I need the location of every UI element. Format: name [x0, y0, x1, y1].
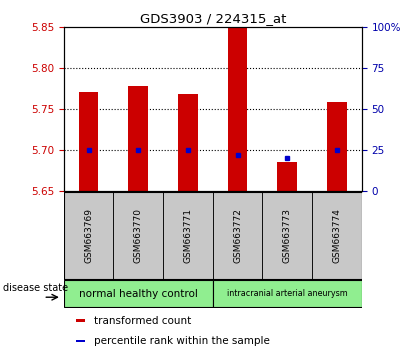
Text: transformed count: transformed count [94, 316, 191, 326]
Bar [76, 319, 85, 322]
Bar [76, 340, 85, 343]
Bar [64, 192, 113, 279]
Title: GDS3903 / 224315_at: GDS3903 / 224315_at [139, 12, 286, 25]
Text: disease state: disease state [3, 282, 68, 293]
Bar [64, 280, 212, 307]
Bar [327, 102, 347, 191]
Text: intracranial arterial aneurysm: intracranial arterial aneurysm [227, 289, 348, 298]
Text: GSM663771: GSM663771 [183, 208, 192, 263]
Text: GSM663773: GSM663773 [283, 208, 292, 263]
Text: GSM663772: GSM663772 [233, 208, 242, 263]
Bar [178, 94, 198, 191]
Text: percentile rank within the sample: percentile rank within the sample [94, 336, 269, 346]
Bar [228, 27, 247, 191]
Bar [163, 192, 212, 279]
Bar [262, 192, 312, 279]
Bar [213, 192, 262, 279]
Text: GSM663769: GSM663769 [84, 208, 93, 263]
Text: GSM663774: GSM663774 [332, 208, 342, 263]
Bar [113, 192, 163, 279]
Text: normal healthy control: normal healthy control [79, 289, 198, 299]
Text: GSM663770: GSM663770 [134, 208, 143, 263]
Bar [79, 92, 99, 191]
Bar [213, 280, 362, 307]
Bar [277, 162, 297, 191]
Bar [312, 192, 362, 279]
Bar [128, 86, 148, 191]
